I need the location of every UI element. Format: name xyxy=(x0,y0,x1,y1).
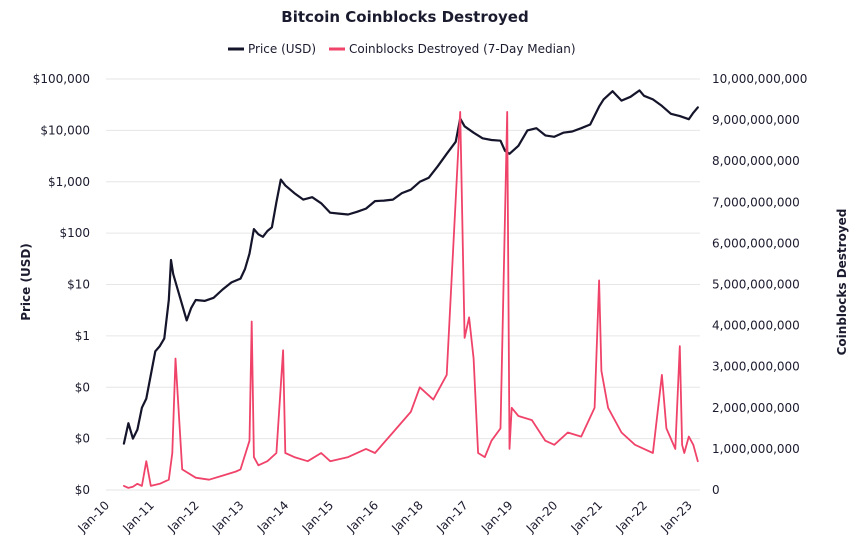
y-right-tick-label: 2,000,000,000 xyxy=(712,401,800,415)
y-left-tick-label: $0 xyxy=(75,483,90,497)
x-tick-label: Jan-12 xyxy=(164,498,202,536)
x-ticks: Jan-10 Jan-11 Jan-12 Jan-13 Jan-14 Jan-15 Jan-… xyxy=(75,498,695,536)
gridlines xyxy=(106,78,700,491)
x-tick-label: Jan-15 xyxy=(299,498,337,536)
x-tick-label: Jan-10 xyxy=(75,498,113,536)
x-tick-label: Jan-19 xyxy=(478,498,516,536)
legend: Price (USD) Coinblocks Destroyed (7-Day … xyxy=(228,42,576,56)
y-right-ticks: 0 1,000,000,000 2,000,000,000 3,000,000,000… xyxy=(712,72,807,497)
y-right-axis-title: Coinblocks Destroyed xyxy=(835,209,849,356)
y-left-ticks: $0 $0 $0 $1 $10 $100 $1,000 $10,000 $100,000 xyxy=(33,72,90,497)
coinblocks-series-line xyxy=(123,111,699,489)
y-right-tick-label: 1,000,000,000 xyxy=(712,442,800,456)
x-tick-label: Jan-16 xyxy=(344,498,382,536)
x-tick-label: Jan-17 xyxy=(433,498,471,536)
y-left-tick-label: $0 xyxy=(75,380,90,394)
x-tick-label: Jan-21 xyxy=(568,498,606,536)
price-series-line xyxy=(122,89,699,445)
legend-coinblocks-label: Coinblocks Destroyed (7-Day Median) xyxy=(349,42,576,56)
y-left-tick-label: $10,000 xyxy=(40,123,90,137)
y-left-tick-label: $1,000 xyxy=(48,175,90,189)
y-right-tick-label: 6,000,000,000 xyxy=(712,236,800,250)
y-right-tick-label: 3,000,000,000 xyxy=(712,360,800,374)
y-left-axis-title: Price (USD) xyxy=(19,243,33,321)
x-tick-label: Jan-23 xyxy=(657,498,695,536)
y-left-tick-label: $100 xyxy=(59,226,90,240)
y-right-tick-label: 7,000,000,000 xyxy=(712,195,800,209)
x-tick-label: Jan-20 xyxy=(523,498,561,536)
x-tick-label: Jan-13 xyxy=(209,498,247,536)
y-left-tick-label: $1 xyxy=(75,329,90,343)
y-right-tick-label: 8,000,000,000 xyxy=(712,154,800,168)
y-left-tick-label: $0 xyxy=(75,432,90,446)
y-right-tick-label: 4,000,000,000 xyxy=(712,319,800,333)
chart-title: Bitcoin Coinblocks Destroyed xyxy=(281,8,528,26)
y-left-tick-label: $100,000 xyxy=(33,72,90,86)
y-right-tick-label: 5,000,000,000 xyxy=(712,278,800,292)
x-tick-label: Jan-22 xyxy=(613,498,651,536)
series-group xyxy=(122,89,699,489)
x-tick-label: Jan-14 xyxy=(254,498,292,536)
legend-price-label: Price (USD) xyxy=(248,42,316,56)
x-tick-label: Jan-11 xyxy=(119,498,157,536)
x-tick-label: Jan-18 xyxy=(388,498,426,536)
y-right-tick-label: 0 xyxy=(712,483,720,497)
y-left-tick-label: $10 xyxy=(67,278,90,292)
y-right-tick-label: 9,000,000,000 xyxy=(712,113,800,127)
y-right-tick-label: 10,000,000,000 xyxy=(712,72,807,86)
